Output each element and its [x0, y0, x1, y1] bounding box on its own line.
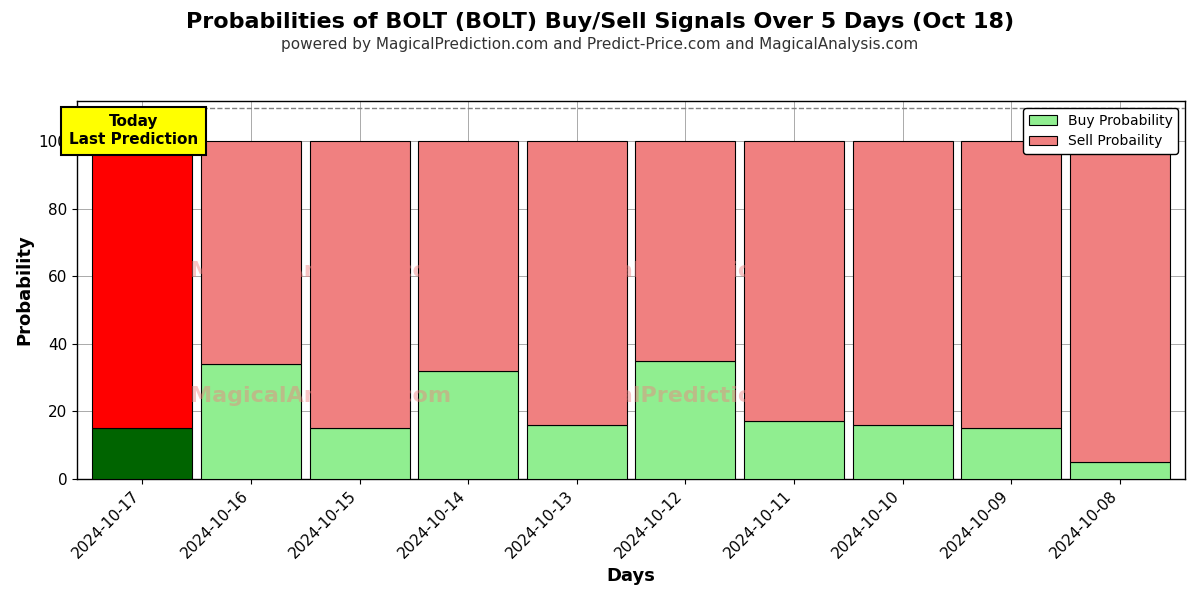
Bar — [1070, 462, 1170, 479]
Bar — [744, 142, 844, 421]
Bar — [527, 425, 626, 479]
Bar — [961, 428, 1061, 479]
Bar — [200, 142, 301, 364]
Text: MagicalAnalysis.com: MagicalAnalysis.com — [191, 261, 451, 281]
Legend: Buy Probability, Sell Probaility: Buy Probability, Sell Probaility — [1024, 108, 1178, 154]
Bar — [527, 142, 626, 425]
Text: Probabilities of BOLT (BOLT) Buy/Sell Signals Over 5 Days (Oct 18): Probabilities of BOLT (BOLT) Buy/Sell Si… — [186, 12, 1014, 32]
Bar — [853, 142, 953, 425]
Bar — [1070, 142, 1170, 462]
Bar — [636, 142, 736, 361]
Bar — [744, 421, 844, 479]
Text: MagicalPrediction.com: MagicalPrediction.com — [544, 386, 829, 406]
Y-axis label: Probability: Probability — [14, 235, 32, 345]
Text: MagicalAnalysis.com: MagicalAnalysis.com — [191, 386, 451, 406]
Text: Today
Last Prediction: Today Last Prediction — [70, 115, 198, 147]
Bar — [92, 428, 192, 479]
Bar — [418, 371, 518, 479]
Bar — [853, 425, 953, 479]
Text: MagicalPrediction.com: MagicalPrediction.com — [544, 261, 829, 281]
Bar — [636, 361, 736, 479]
Bar — [310, 142, 409, 428]
Bar — [92, 142, 192, 428]
X-axis label: Days: Days — [607, 567, 655, 585]
Bar — [310, 428, 409, 479]
Bar — [418, 142, 518, 371]
Text: powered by MagicalPrediction.com and Predict-Price.com and MagicalAnalysis.com: powered by MagicalPrediction.com and Pre… — [281, 37, 919, 52]
Bar — [961, 142, 1061, 428]
Bar — [200, 364, 301, 479]
